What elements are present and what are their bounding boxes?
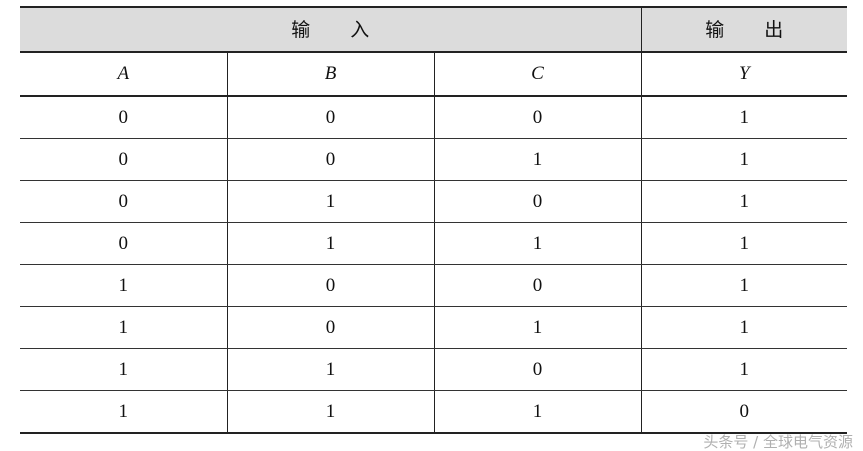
table-cell: 1 — [640, 96, 848, 139]
table-cell: 0 — [433, 348, 642, 391]
table-cell: 0 — [226, 96, 434, 139]
table-cell: 1 — [226, 348, 434, 391]
table-cell: 1 — [20, 306, 227, 349]
table-cell: 0 — [226, 306, 434, 349]
watermark: 头条号 / 全球电气资源 — [703, 433, 853, 451]
table-cell: 1 — [20, 348, 227, 391]
table-cell: 0 — [20, 138, 227, 181]
table-cell: 0 — [433, 180, 642, 223]
table-cell: 0 — [20, 180, 227, 223]
inputs-header: 输入 — [20, 6, 642, 53]
col-b: B — [226, 52, 434, 97]
table-cell: 1 — [433, 222, 642, 265]
table-cell: 1 — [20, 390, 227, 434]
table-cell: 0 — [433, 264, 642, 307]
table-cell: 1 — [433, 306, 642, 349]
outputs-char-1: 输 — [705, 18, 725, 41]
table-cell: 0 — [226, 138, 434, 181]
table-cell: 0 — [433, 96, 642, 139]
table-cell: 0 — [20, 96, 227, 139]
table-cell: 1 — [433, 390, 642, 434]
table-cell: 1 — [20, 264, 227, 307]
outputs-header: 输出 — [640, 6, 848, 53]
group-header-row: 输入 输出 — [20, 6, 848, 53]
table-cell: 1 — [640, 348, 848, 391]
col-y: Y — [640, 52, 848, 97]
table-cell: 0 — [226, 264, 434, 307]
table-cell: 1 — [226, 390, 434, 434]
inputs-char-1: 输 — [291, 18, 311, 41]
table-cell: 1 — [640, 264, 848, 307]
inputs-char-2: 入 — [350, 18, 370, 41]
table-cell: 1 — [640, 138, 848, 181]
col-c: C — [433, 52, 642, 97]
table-cell: 1 — [640, 222, 848, 265]
table-cell: 1 — [433, 138, 642, 181]
table-cell: 0 — [20, 222, 227, 265]
table-cell: 0 — [640, 390, 848, 434]
table-cell: 1 — [226, 222, 434, 265]
variable-header-row: A B C Y — [20, 52, 848, 97]
table-cell: 1 — [226, 180, 434, 223]
col-a: A — [20, 52, 227, 97]
table-cell: 1 — [640, 180, 848, 223]
table-cell: 1 — [640, 306, 848, 349]
outputs-char-2: 出 — [764, 18, 784, 41]
